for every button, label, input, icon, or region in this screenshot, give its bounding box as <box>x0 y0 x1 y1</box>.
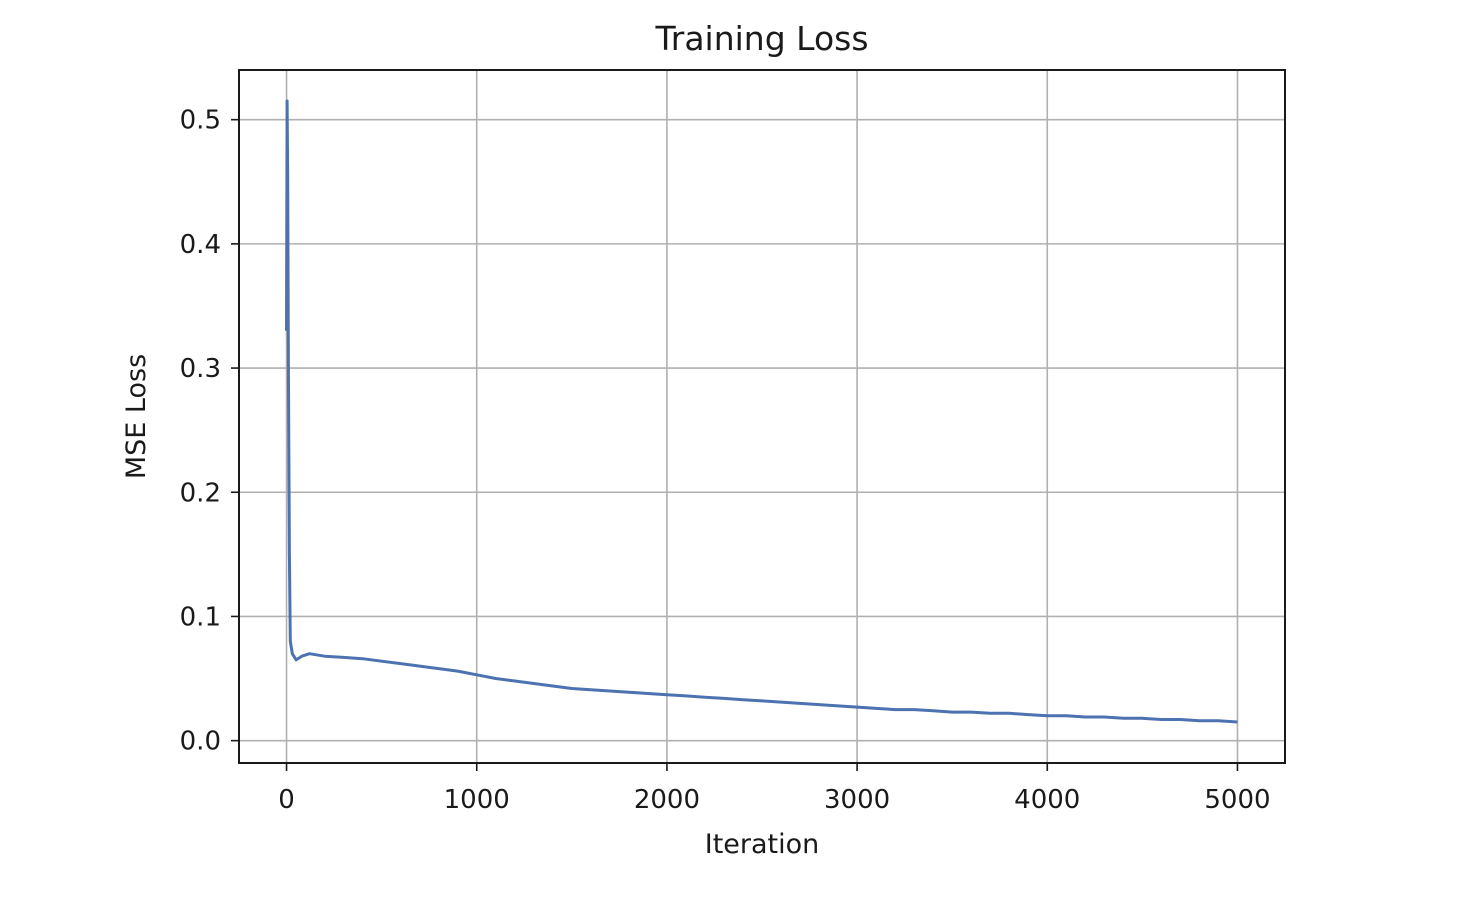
x-tick-label: 2000 <box>634 785 700 815</box>
y-tick-label: 0.2 <box>180 478 221 508</box>
x-tick-label: 4000 <box>1014 785 1080 815</box>
loss-series-line <box>285 99 1238 724</box>
x-axis-title: Iteration <box>705 829 820 860</box>
grid-lines <box>239 70 1285 763</box>
y-tick-label: 0.5 <box>180 106 221 136</box>
y-tick-label: 0.0 <box>180 727 221 757</box>
x-tick-label: 3000 <box>824 785 890 815</box>
y-tick-label: 0.3 <box>180 354 221 384</box>
y-axis-title: MSE Loss <box>121 354 152 479</box>
series-layer <box>285 99 1238 724</box>
x-tick-label: 5000 <box>1204 785 1270 815</box>
x-tick-label: 0 <box>278 785 295 815</box>
y-tick-label: 0.4 <box>180 230 221 260</box>
y-tick-label: 0.1 <box>180 602 221 632</box>
chart-title: Training Loss <box>654 19 868 58</box>
plot-frame <box>238 69 1286 764</box>
x-tick-label: 1000 <box>444 785 510 815</box>
axis-ticks: 0 1000 2000 3000 4000 5000 0.0 0.1 0.2 0.3 0.4 0.5 <box>180 106 1271 815</box>
